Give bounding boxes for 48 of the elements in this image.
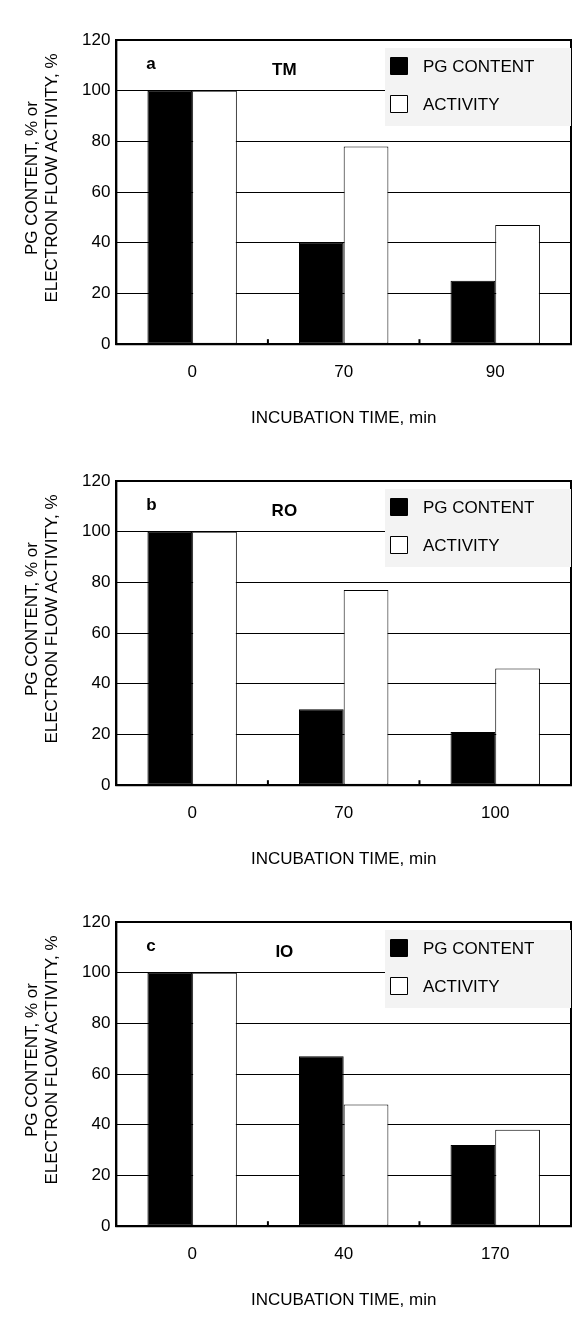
legend-label: ACTIVITY — [423, 535, 500, 555]
text: RO — [271, 500, 298, 520]
legend-label: PG CONTENT — [423, 497, 535, 517]
y-tick-label: 40 — [91, 673, 111, 693]
y-tick-label: 100 — [81, 80, 111, 100]
text: TM — [272, 59, 297, 79]
x-tick-label: 0 — [187, 1244, 197, 1264]
annotation: b — [146, 494, 157, 514]
legend-label: ACTIVITY — [423, 976, 500, 996]
y-axis-title: PG CONTENT, % or ELECTRON FLOW ACTIVITY, % — [22, 934, 62, 1187]
y-tick-label: 60 — [91, 1063, 111, 1083]
y-tick-label: 80 — [91, 572, 111, 592]
y-tick-label: 0 — [100, 333, 111, 353]
x-tick-label: 90 — [485, 362, 505, 382]
legend-label: PG CONTENT — [423, 56, 535, 76]
x-tick-label: 70 — [334, 362, 354, 382]
annotation: c — [146, 935, 156, 955]
annotation: a — [146, 53, 157, 73]
x-tick-label: 40 — [334, 1244, 354, 1264]
y-axis-title: PG CONTENT, % or ELECTRON FLOW ACTIVITY, % — [22, 493, 62, 746]
y-tick-label: 0 — [100, 774, 111, 794]
legend-label: ACTIVITY — [423, 94, 500, 114]
y-tick-label: 60 — [91, 622, 111, 642]
y-axis-title: PG CONTENT, % or ELECTRON FLOW ACTIVITY, % — [22, 52, 62, 305]
x-tick-label: 70 — [334, 803, 354, 823]
x-tick-label: 0 — [187, 803, 197, 823]
y-tick-label: 20 — [91, 1165, 111, 1185]
x-tick-label: 170 — [481, 1244, 510, 1264]
y-tick-label: 100 — [81, 521, 111, 541]
y-tick-label: 40 — [91, 232, 111, 252]
y-tick-label: 20 — [91, 283, 111, 303]
legend-label: PG CONTENT — [423, 938, 535, 958]
x-tick-label: 100 — [481, 803, 510, 823]
x-axis-title: INCUBATION TIME, min — [250, 1290, 437, 1310]
y-tick-label: 60 — [91, 181, 111, 201]
y-tick-label: 120 — [81, 470, 111, 490]
text: IO — [275, 941, 294, 961]
x-axis-title: INCUBATION TIME, min — [250, 849, 437, 869]
x-tick-label: 0 — [187, 362, 197, 382]
y-tick-label: 80 — [91, 131, 111, 151]
y-tick-label: 40 — [91, 1114, 111, 1134]
y-tick-label: 80 — [91, 1013, 111, 1033]
y-tick-label: 100 — [81, 962, 111, 982]
y-tick-label: 0 — [100, 1215, 111, 1235]
y-tick-label: 20 — [91, 724, 111, 744]
y-tick-label: 120 — [81, 29, 111, 49]
y-tick-label: 120 — [81, 911, 111, 931]
x-axis-title: INCUBATION TIME, min — [250, 408, 437, 428]
